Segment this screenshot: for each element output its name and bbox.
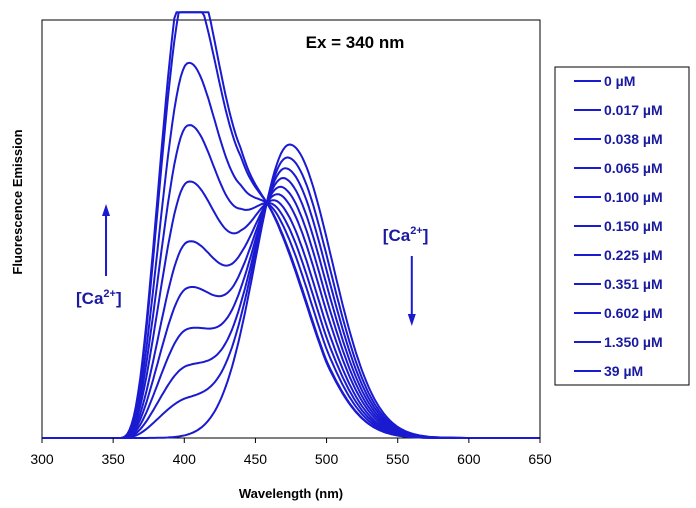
- series-line: [42, 185, 540, 439]
- curves: [42, 11, 540, 439]
- x-axis-title: Wavelength (nm): [239, 486, 343, 501]
- x-tick-label: 350: [101, 451, 125, 467]
- arrow-down-icon: [407, 314, 416, 326]
- y-axis-title: Fluorescence Emission: [10, 129, 25, 274]
- x-tick-label: 500: [315, 451, 339, 467]
- x-tick-label: 650: [528, 451, 552, 467]
- legend-entry-label: 0.225 µM: [604, 247, 663, 263]
- series-line: [42, 180, 540, 439]
- x-tick-label: 450: [244, 451, 268, 467]
- series-line: [42, 61, 540, 439]
- plot-area-frame: [41, 19, 541, 439]
- series-line: [42, 11, 540, 439]
- legend-entry-label: 39 µM: [604, 363, 643, 379]
- legend-entry-label: 0.017 µM: [604, 102, 663, 118]
- x-tick-label: 600: [457, 451, 481, 467]
- series-line: [42, 177, 540, 439]
- x-tick-label: 550: [386, 451, 410, 467]
- annotation-label: [Ca2+]: [383, 225, 429, 245]
- legend-entry-label: 0.065 µM: [604, 160, 663, 176]
- arrow-up-icon: [102, 204, 111, 216]
- legend-entry-label: 0.100 µM: [604, 189, 663, 205]
- annotation-label: [Ca2+]: [76, 288, 122, 308]
- x-axis-ticks: 300 350 400 450 500 550 600 650: [30, 438, 552, 467]
- calcium-increase-annotation: [Ca2+]: [76, 204, 122, 308]
- legend-entry-label: 0.602 µM: [604, 305, 663, 321]
- legend: 0 µM 0.017 µM 0.038 µM 0.065 µM 0.100 µM 0.15…: [554, 66, 690, 386]
- x-tick-label: 400: [173, 451, 197, 467]
- chart-title: Ex = 340 nm: [306, 33, 405, 52]
- legend-entry-label: 0.351 µM: [604, 276, 663, 292]
- legend-entry-label: 0.038 µM: [604, 131, 663, 147]
- legend-entry-label: 0 µM: [604, 73, 635, 89]
- legend-entry-label: 0.150 µM: [604, 218, 663, 234]
- calcium-decrease-annotation: [Ca2+]: [383, 225, 429, 326]
- x-tick-label: 300: [30, 451, 54, 467]
- series-line: [42, 11, 540, 439]
- legend-entry-label: 1.350 µM: [604, 334, 663, 350]
- series-line: [42, 124, 540, 439]
